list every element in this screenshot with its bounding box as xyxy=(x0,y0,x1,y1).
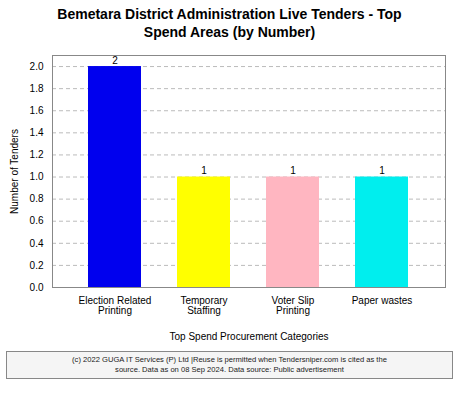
svg-text:2.0: 2.0 xyxy=(30,61,44,72)
html-text:(c) 2022 GUGA IT Services (P): (c) 2022 GUGA IT Services (P) Ltd |Reuse… xyxy=(72,355,387,374)
svg-text:Number of Tenders: Number of Tenders xyxy=(9,129,20,214)
svg-text:0.2: 0.2 xyxy=(30,260,44,271)
svg-text:1: 1 xyxy=(290,165,296,176)
svg-text:Paper wastes: Paper wastes xyxy=(352,295,413,306)
svg-text:1.4: 1.4 xyxy=(30,127,44,138)
html-text:Bemetara District Administrati: Bemetara District Administration Live Te… xyxy=(57,6,402,40)
svg-text:Voter SlipPrinting: Voter SlipPrinting xyxy=(272,295,315,316)
svg-text:1.8: 1.8 xyxy=(30,83,44,94)
svg-text:Top Spend Procurement Categori: Top Spend Procurement Categories xyxy=(170,331,329,342)
svg-text:0.0: 0.0 xyxy=(30,282,44,293)
svg-text:0.8: 0.8 xyxy=(30,193,44,204)
svg-text:Election RelatedPrinting: Election RelatedPrinting xyxy=(79,295,152,316)
svg-text:1: 1 xyxy=(379,165,385,176)
svg-text:1: 1 xyxy=(201,165,207,176)
svg-text:1.2: 1.2 xyxy=(30,149,44,160)
svg-text:TemporaryStaffing: TemporaryStaffing xyxy=(180,295,227,316)
svg-text:1.0: 1.0 xyxy=(30,171,44,182)
svg-text:2: 2 xyxy=(112,55,118,66)
svg-text:1.6: 1.6 xyxy=(30,105,44,116)
svg-text:0.6: 0.6 xyxy=(30,215,44,226)
svg-text:0.4: 0.4 xyxy=(30,238,44,249)
